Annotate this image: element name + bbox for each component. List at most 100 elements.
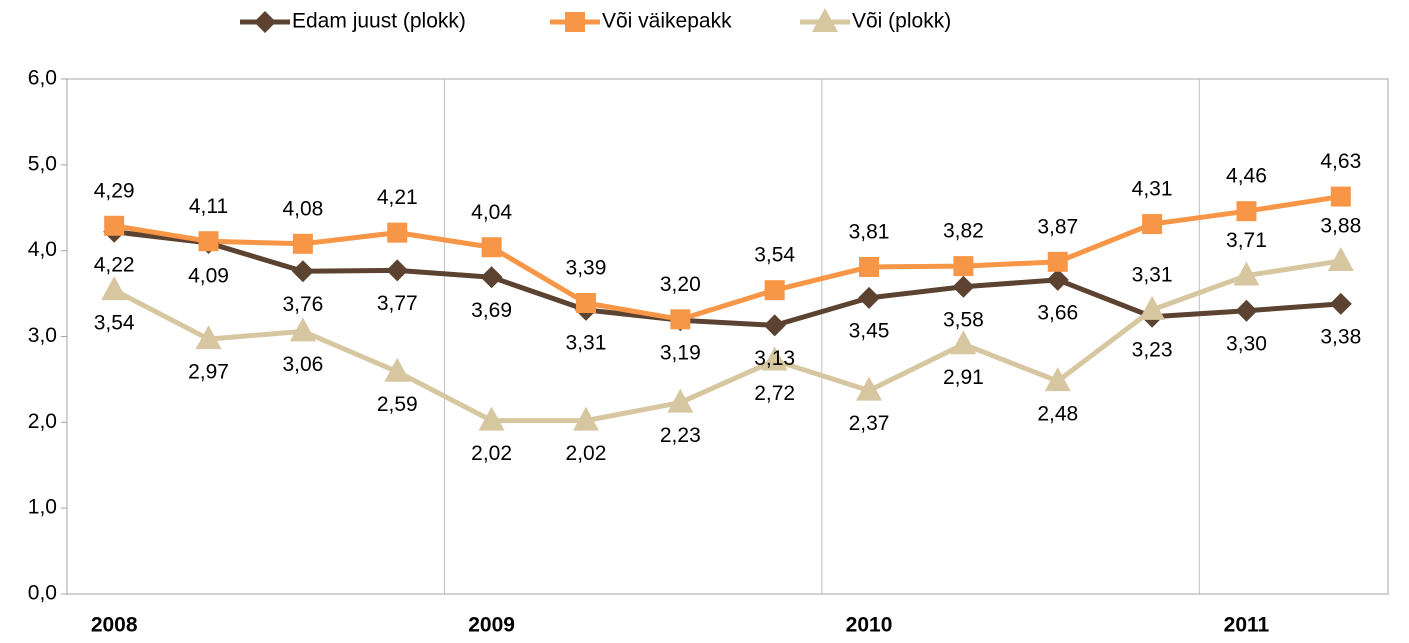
value-label: 3,19 <box>660 342 701 365</box>
marker <box>1327 246 1354 271</box>
value-label: 3,87 <box>1037 215 1078 238</box>
marker <box>481 237 502 258</box>
value-label: 3,58 <box>943 308 984 331</box>
marker <box>1330 186 1351 207</box>
marker <box>1233 261 1260 286</box>
marker <box>858 286 881 309</box>
marker <box>292 233 313 254</box>
value-label: 4,09 <box>188 264 229 287</box>
marker <box>670 309 691 330</box>
value-label: 3,30 <box>1226 332 1267 355</box>
value-label: 3,13 <box>754 347 795 370</box>
value-label: 3,88 <box>1320 215 1361 238</box>
value-label: 3,45 <box>849 319 890 342</box>
marker <box>667 388 694 413</box>
value-label: 4,11 <box>189 195 228 218</box>
value-label: 4,04 <box>471 201 512 224</box>
marker <box>953 256 974 277</box>
value-label: 3,20 <box>660 273 701 296</box>
y-tick-label: 6,0 <box>28 67 57 90</box>
x-tick-label: 2010 <box>846 614 893 637</box>
series-line <box>113 229 1342 328</box>
value-label: 3,82 <box>943 220 984 243</box>
series-line <box>113 258 1342 424</box>
marker <box>565 12 585 32</box>
marker <box>1235 299 1258 322</box>
value-label: 4,63 <box>1320 150 1361 173</box>
value-label: 4,46 <box>1226 165 1267 188</box>
value-label: 4,22 <box>94 253 135 276</box>
marker <box>1046 268 1069 291</box>
value-label: 3,69 <box>471 299 512 322</box>
value-label: 3,76 <box>282 293 323 316</box>
marker <box>859 256 880 277</box>
value-label: 4,29 <box>94 179 135 202</box>
value-label: 2,72 <box>754 382 795 405</box>
value-label: 3,39 <box>566 257 607 280</box>
marker <box>1142 214 1163 235</box>
value-label: 3,38 <box>1320 325 1361 348</box>
marker <box>480 266 503 289</box>
y-tick-label: 0,0 <box>28 582 57 605</box>
x-tick-label: 2009 <box>468 614 515 637</box>
value-label: 2,02 <box>471 442 512 465</box>
x-tick-label: 2008 <box>91 614 138 637</box>
value-label: 4,21 <box>377 186 418 209</box>
marker <box>384 357 411 382</box>
legend-label: Edam juust (plokk) <box>292 10 466 33</box>
x-tick-label: 2011 <box>1224 614 1270 637</box>
marker <box>1236 201 1257 222</box>
value-label: 3,31 <box>566 331 607 354</box>
legend-label: Või (plokk) <box>852 10 951 33</box>
marker <box>478 406 505 431</box>
marker <box>254 11 276 33</box>
y-tick-label: 2,0 <box>28 410 57 433</box>
marker <box>289 317 316 342</box>
value-label: 3,06 <box>282 353 323 376</box>
value-label: 3,23 <box>1132 338 1173 361</box>
value-label: 3,54 <box>754 244 795 267</box>
marker <box>761 346 788 371</box>
marker <box>952 275 975 298</box>
value-label: 2,02 <box>566 442 607 465</box>
marker <box>1044 367 1071 392</box>
value-label: 3,71 <box>1226 229 1267 252</box>
value-label: 3,81 <box>849 221 890 244</box>
marker <box>812 8 838 32</box>
marker <box>572 406 599 431</box>
marker <box>386 259 409 282</box>
series-line <box>113 194 1342 322</box>
value-label: 2,59 <box>377 393 418 416</box>
y-tick-label: 4,0 <box>28 238 57 261</box>
marker <box>1329 292 1352 315</box>
marker <box>764 280 785 301</box>
marker <box>1139 295 1166 320</box>
marker <box>950 330 977 355</box>
marker <box>387 222 408 243</box>
value-label: 2,37 <box>849 412 890 435</box>
legend-label: Või väikepakk <box>602 10 732 33</box>
value-label: 2,97 <box>188 361 229 384</box>
value-label: 4,08 <box>282 197 323 220</box>
value-label: 4,31 <box>1132 178 1173 201</box>
marker <box>291 260 314 283</box>
value-label: 3,77 <box>377 292 418 315</box>
y-tick-label: 3,0 <box>28 324 57 347</box>
y-tick-label: 5,0 <box>28 152 57 175</box>
marker <box>856 376 883 401</box>
value-label: 2,23 <box>660 424 701 447</box>
value-label: 3,66 <box>1037 301 1078 324</box>
marker <box>101 276 128 301</box>
value-label: 2,48 <box>1037 403 1078 426</box>
marker <box>104 215 125 236</box>
value-label: 2,91 <box>943 366 984 389</box>
marker <box>575 293 596 314</box>
marker <box>198 231 219 252</box>
value-label: 3,31 <box>1132 263 1173 286</box>
marker <box>1047 251 1068 272</box>
y-tick-label: 1,0 <box>28 496 57 519</box>
value-label: 3,54 <box>94 312 135 335</box>
marker <box>195 325 222 350</box>
